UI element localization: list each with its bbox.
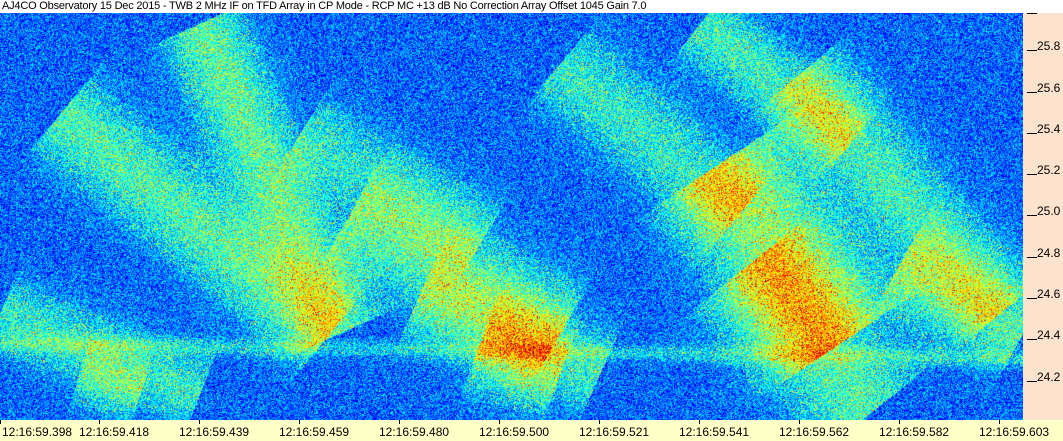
x-tick <box>99 420 100 424</box>
x-tick-label: 12:16:59.500 <box>479 425 550 439</box>
x-tick <box>899 420 900 424</box>
y-tick <box>1027 339 1037 341</box>
x-tick <box>499 420 500 424</box>
y-tick-label: 25.8 <box>1037 39 1061 54</box>
y-tick-label: 24.4 <box>1037 328 1061 343</box>
x-tick-label: 12:16:59.562 <box>779 425 850 439</box>
chart-title: AJ4CO Observatory 15 Dec 2015 - TWB 2 MH… <box>2 0 647 12</box>
x-tick <box>999 420 1000 424</box>
y-tick-label: 24.2 <box>1037 369 1061 384</box>
y-tick <box>1027 215 1037 217</box>
x-tick-label: 12:16:59.418 <box>79 425 150 439</box>
x-tick <box>699 420 700 424</box>
x-tick <box>199 420 200 424</box>
x-tick-label: 12:16:59.398 <box>2 425 73 439</box>
y-tick-label: 24.6 <box>1037 287 1061 302</box>
x-tick-label: 12:16:59.541 <box>679 425 750 439</box>
x-tick-label: 12:16:59.582 <box>879 425 950 439</box>
x-tick-label: 12:16:59.480 <box>379 425 450 439</box>
x-tick-label: 12:16:59.439 <box>179 425 250 439</box>
x-tick <box>399 420 400 424</box>
y-tick-label: 25.2 <box>1037 163 1061 178</box>
time-axis: 12:16:59.398 12:16:59.418 12:16:59.439 12:1… <box>0 420 1063 441</box>
x-tick-label: 12:16:59.459 <box>279 425 350 439</box>
y-tick <box>1027 174 1037 176</box>
y-tick <box>1027 50 1037 52</box>
y-tick-label: 25.0 <box>1037 204 1061 219</box>
spectrogram-plot <box>0 13 1023 420</box>
y-tick <box>1027 256 1037 258</box>
x-tick-label: 12:16:59.521 <box>579 425 650 439</box>
x-tick <box>299 420 300 424</box>
y-tick <box>1027 380 1037 382</box>
frequency-axis: 25.8 25.6 25.4 25.2 25.0 24.8 24.6 24.4 24.2 <box>1023 13 1063 420</box>
y-tick-label: 24.8 <box>1037 245 1061 260</box>
y-tick <box>1027 13 1037 14</box>
y-tick-label: 25.4 <box>1037 121 1061 136</box>
y-tick <box>1027 132 1037 134</box>
x-tick <box>599 420 600 424</box>
y-tick-label: 25.6 <box>1037 80 1061 95</box>
x-tick <box>799 420 800 424</box>
x-tick-label: 12:16:59.603 <box>979 425 1050 439</box>
y-tick <box>1027 298 1037 300</box>
x-tick <box>0 420 1 424</box>
y-tick <box>1027 91 1037 93</box>
